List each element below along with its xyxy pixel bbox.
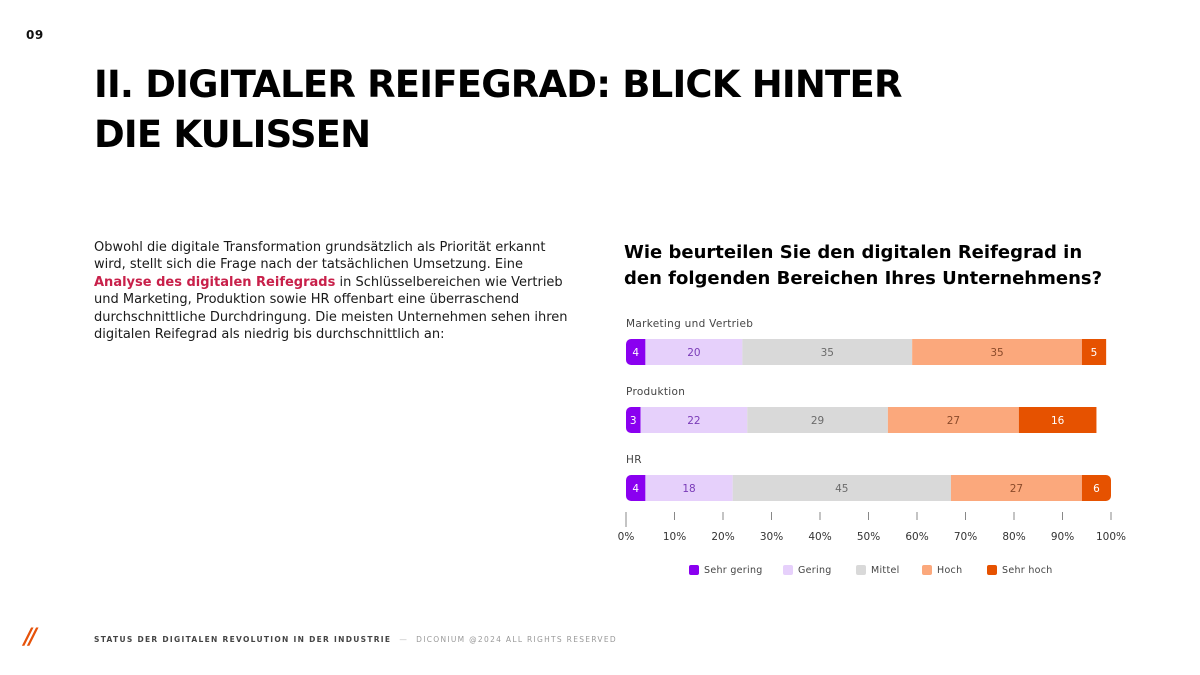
- bar-row: [626, 339, 1107, 365]
- logo-slashes: //: [24, 625, 37, 650]
- data-label: 35: [990, 347, 1003, 359]
- data-label: 45: [835, 483, 848, 495]
- data-label: 22: [687, 415, 700, 427]
- tick-label: 90%: [1051, 531, 1074, 543]
- data-label: 35: [821, 347, 834, 359]
- tick-label: 50%: [857, 531, 880, 543]
- data-label: 4: [632, 483, 639, 495]
- data-label: 29: [811, 415, 824, 427]
- page-number: 09: [26, 28, 44, 42]
- category-label: Marketing und Vertrieb: [626, 318, 753, 330]
- bar-segment: [645, 339, 743, 365]
- legend-swatch: [783, 565, 793, 575]
- data-label: 27: [947, 415, 960, 427]
- data-label: 5: [1091, 347, 1098, 359]
- bar-segment: [732, 475, 951, 501]
- intro-highlight: Analyse des digitalen Reifegrads: [94, 274, 336, 290]
- data-label: 3: [630, 415, 637, 427]
- bar-segment: [626, 475, 646, 501]
- data-label: 20: [687, 347, 700, 359]
- legend-label: Gering: [798, 565, 832, 576]
- intro-text-after: in Schlüsselbereichen wie Vertrieb und M…: [94, 274, 568, 343]
- bar-segment: [645, 475, 733, 501]
- bar-segment: [1081, 475, 1111, 501]
- chart-title: Wie beurteilen Sie den digitalen Reifegr…: [624, 242, 1103, 289]
- tick-label: 20%: [711, 531, 734, 543]
- tick-label: 80%: [1002, 531, 1025, 543]
- data-label: 4: [632, 347, 639, 359]
- legend-swatch: [922, 565, 932, 575]
- stacked-bar-chart: Marketing und Vertrieb 4 20 35 35 5 Produktion…: [618, 318, 1126, 576]
- intro-paragraph: Obwohl die digitale Transformation grund…: [94, 239, 574, 343]
- category-label: HR: [626, 454, 642, 466]
- tick-label: 30%: [760, 531, 783, 543]
- intro-text-before: Obwohl die digitale Transformation grund…: [94, 240, 546, 273]
- bar-segment: [912, 339, 1082, 365]
- bar-segment: [626, 339, 646, 365]
- tick-label: 0%: [618, 531, 635, 543]
- bar-segment: [887, 407, 1019, 433]
- legend-swatch: [987, 565, 997, 575]
- tick-label: 10%: [663, 531, 686, 543]
- tick-label: 40%: [808, 531, 831, 543]
- legend-swatch: [856, 565, 866, 575]
- tick-label: 60%: [905, 531, 928, 543]
- footer: STATUS DER DIGITALEN REVOLUTION IN DER I…: [94, 635, 617, 644]
- footer-separator: —: [399, 635, 409, 644]
- legend-label: Sehr gering: [704, 565, 763, 576]
- data-label: 18: [682, 483, 695, 495]
- bar-row: [626, 475, 1111, 501]
- legend-label: Hoch: [937, 565, 962, 576]
- bar-segment: [747, 407, 888, 433]
- bar-segment: [950, 475, 1082, 501]
- footer-copyright: DICONIUM @2024 ALL RIGHTS RESERVED: [416, 635, 617, 644]
- legend-label: Sehr hoch: [1002, 565, 1053, 576]
- bar-row: [626, 407, 1097, 433]
- legend-swatch: [689, 565, 699, 575]
- legend-label: Mittel: [871, 565, 900, 576]
- bar-segment: [742, 339, 913, 365]
- bar-segment: [640, 407, 748, 433]
- bar-segment: [1081, 339, 1107, 365]
- tick-label: 70%: [954, 531, 977, 543]
- data-label: 16: [1051, 415, 1065, 427]
- data-label: 27: [1010, 483, 1023, 495]
- page-title: II. DIGITALER REIFEGRAD: BLICK HINTER DI…: [94, 63, 902, 156]
- data-label: 6: [1093, 483, 1100, 495]
- tick-label: 100%: [1096, 531, 1126, 543]
- footer-report-title: STATUS DER DIGITALEN REVOLUTION IN DER I…: [94, 635, 392, 644]
- bar-segment: [1018, 407, 1097, 433]
- category-label: Produktion: [626, 386, 685, 398]
- bar-segment: [626, 407, 641, 433]
